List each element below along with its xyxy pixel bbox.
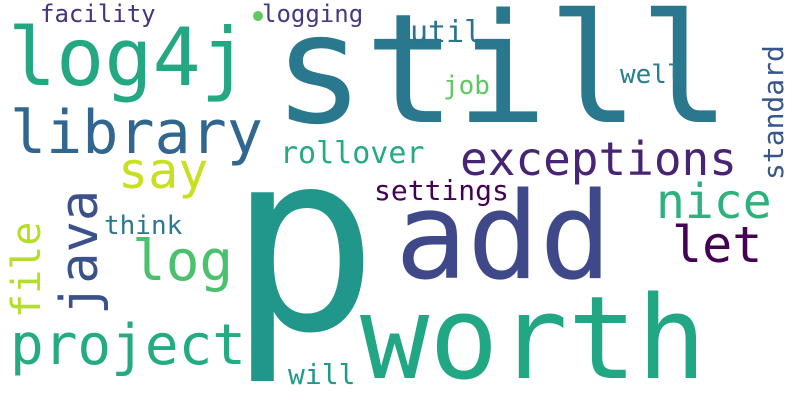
word-job: job xyxy=(443,71,490,101)
word-p: p xyxy=(228,97,379,388)
word-exceptions: exceptions xyxy=(460,132,737,186)
word-logging: logging xyxy=(262,0,364,28)
dot-mark xyxy=(253,11,263,21)
word-log: log xyxy=(132,229,234,294)
word-standard: standard xyxy=(757,45,790,180)
word-file: file xyxy=(4,221,50,318)
word-add: add xyxy=(395,168,612,307)
word-nice: nice xyxy=(656,174,772,230)
word-util: util xyxy=(410,15,483,50)
word-log4j: log4j xyxy=(8,11,249,104)
word-rollover: rollover xyxy=(280,136,425,171)
word-well: well xyxy=(620,60,683,90)
word-say: say xyxy=(118,142,209,200)
word-java: java xyxy=(50,189,110,315)
word-let: let xyxy=(672,216,763,274)
word-still: still xyxy=(273,0,731,158)
word-will: will xyxy=(288,358,356,391)
word-library: library xyxy=(10,98,263,168)
word-think: think xyxy=(104,211,183,241)
word-facility: facility xyxy=(40,0,156,28)
word-worth: worth xyxy=(360,272,707,400)
word-settings: settings xyxy=(374,174,509,207)
word-project: project xyxy=(10,313,247,378)
